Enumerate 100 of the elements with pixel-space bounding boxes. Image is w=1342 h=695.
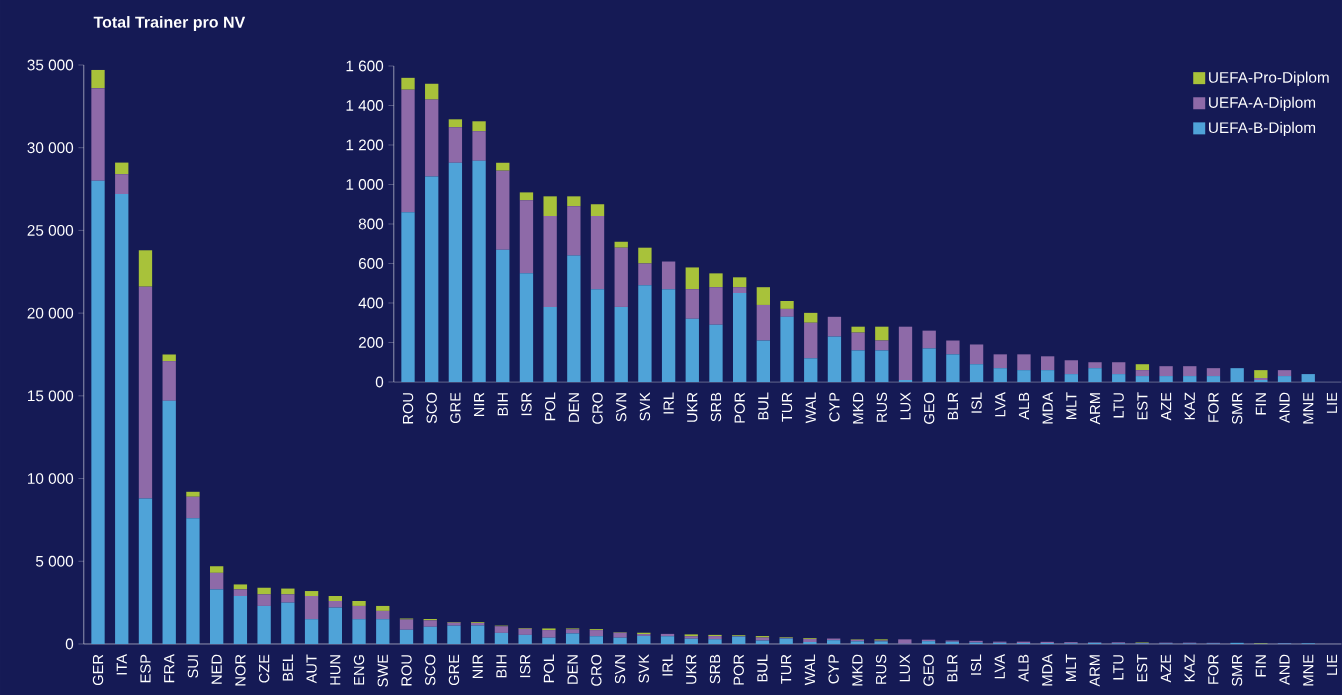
legend-label: UEFA-Pro-Diplom bbox=[1209, 71, 1329, 86]
y-tick-label: 0 bbox=[65, 638, 74, 650]
chart-title: Total Trainer pro NV bbox=[93, 16, 246, 31]
x-tick-label: POR bbox=[733, 654, 744, 685]
x-tick-label: MLT bbox=[1065, 654, 1076, 682]
y-tick-label: 30 000 bbox=[27, 142, 74, 154]
x-tick-label: AZE bbox=[1161, 392, 1172, 421]
x-tick-label: POL bbox=[543, 654, 555, 683]
legend-label: UEFA-B-Diplom bbox=[1209, 121, 1316, 137]
y-tick-label: 5 000 bbox=[35, 555, 74, 567]
x-tick-label: SRB bbox=[710, 392, 722, 422]
y-tick-label: 200 bbox=[358, 337, 384, 348]
y-tick-label: 1 600 bbox=[346, 60, 384, 72]
x-tick-label: MKD bbox=[853, 392, 864, 424]
x-tick-label: SCO bbox=[425, 654, 436, 686]
x-tick-label: LVA bbox=[994, 654, 1005, 679]
x-tick-label: EST bbox=[1136, 654, 1148, 682]
x-tick-label: ALB bbox=[1018, 654, 1029, 682]
x-tick-label: GRE bbox=[448, 654, 460, 686]
x-tick-label: EST bbox=[1137, 392, 1148, 420]
x-tick-label: FIN bbox=[1255, 655, 1266, 677]
x-tick-label: ISL bbox=[971, 392, 982, 413]
y-tick-label: 1 400 bbox=[346, 100, 384, 111]
y-tick-label: 1 200 bbox=[346, 139, 384, 151]
x-tick-label: GEO bbox=[923, 654, 934, 686]
x-tick-label: HUN bbox=[330, 655, 341, 685]
x-tick-label: SMR bbox=[1231, 654, 1243, 686]
x-tick-label: WAL bbox=[805, 392, 816, 424]
x-tick-label: ISR bbox=[521, 392, 532, 416]
x-tick-label: ROU bbox=[401, 655, 412, 686]
x-tick-label: ISL bbox=[970, 654, 982, 675]
x-tick-label: RUS bbox=[875, 654, 887, 684]
y-tick-label: 400 bbox=[358, 297, 384, 309]
x-tick-label: DEN bbox=[567, 655, 578, 684]
x-tick-label: BUL bbox=[757, 654, 768, 682]
x-tick-label: MNE bbox=[1303, 654, 1314, 686]
x-tick-label: ARM bbox=[1089, 655, 1100, 687]
x-tick-label: GER bbox=[92, 654, 104, 686]
x-tick-label: CRO bbox=[592, 392, 603, 424]
x-tick-label: CYP bbox=[829, 392, 840, 422]
x-tick-label: NOR bbox=[235, 654, 246, 686]
x-tick-label: SWE bbox=[377, 654, 388, 687]
x-tick-label: FIN bbox=[1255, 393, 1266, 415]
x-tick-label: FOR bbox=[1208, 392, 1219, 422]
x-tick-label: TUR bbox=[781, 392, 793, 422]
x-tick-label: KAZ bbox=[1184, 654, 1195, 682]
x-tick-label: SMR bbox=[1231, 392, 1243, 424]
x-tick-label: BLR bbox=[947, 654, 958, 682]
x-tick-label: ARM bbox=[1089, 393, 1101, 425]
x-tick-label: SCO bbox=[426, 392, 437, 424]
x-tick-label: ALB bbox=[1018, 392, 1029, 420]
x-tick-label: MLT bbox=[1066, 392, 1077, 420]
x-tick-label: SUI bbox=[187, 655, 199, 678]
x-tick-label: MKD bbox=[852, 654, 863, 686]
x-tick-label: UKR bbox=[686, 654, 697, 684]
x-tick-label: LTU bbox=[1113, 655, 1124, 680]
x-tick-label: CZE bbox=[258, 654, 270, 683]
x-tick-label: DEN bbox=[568, 393, 579, 422]
x-tick-label: AND bbox=[1279, 392, 1290, 423]
x-tick-label: AND bbox=[1279, 654, 1290, 685]
x-tick-label: BEL bbox=[282, 654, 293, 681]
x-tick-label: SVK bbox=[639, 392, 651, 421]
x-tick-label: GRE bbox=[450, 392, 461, 424]
x-tick-label: ENG bbox=[353, 655, 365, 685]
x-tick-label: RUS bbox=[876, 392, 887, 422]
y-tick-label: 15 000 bbox=[28, 390, 74, 402]
x-tick-label: FOR bbox=[1208, 654, 1219, 684]
x-tick-label: AUT bbox=[306, 654, 317, 684]
x-tick-label: ISR bbox=[519, 654, 531, 678]
x-tick-label: MDA bbox=[1042, 392, 1053, 424]
x-tick-label: CYP bbox=[828, 654, 839, 684]
x-tick-label: SVK bbox=[638, 654, 649, 683]
y-tick-label: 25 000 bbox=[27, 224, 74, 236]
y-tick-label: 35 000 bbox=[27, 59, 74, 71]
x-tick-label: UKR bbox=[687, 392, 698, 422]
x-tick-label: LUX bbox=[899, 654, 910, 682]
x-tick-label: CRO bbox=[591, 654, 602, 686]
x-tick-label: BIH bbox=[497, 393, 508, 416]
y-tick-label: 0 bbox=[375, 376, 384, 388]
x-tick-label: FRA bbox=[164, 654, 175, 683]
x-tick-label: KAZ bbox=[1184, 392, 1195, 420]
y-tick-label: 10 000 bbox=[28, 473, 74, 484]
x-tick-label: AZE bbox=[1160, 654, 1171, 683]
x-tick-label: NIR bbox=[474, 392, 485, 417]
x-tick-label: LVA bbox=[995, 392, 1006, 417]
x-tick-label: BLR bbox=[947, 392, 958, 420]
x-tick-label: BIH bbox=[496, 655, 507, 678]
x-tick-label: LUX bbox=[900, 392, 911, 420]
x-tick-label: SRB bbox=[709, 654, 721, 684]
x-tick-label: ESP bbox=[140, 654, 151, 683]
x-tick-label: TUR bbox=[781, 654, 792, 684]
x-tick-label: NED bbox=[211, 654, 222, 684]
x-tick-label: POL bbox=[544, 392, 556, 421]
x-tick-label: LIE bbox=[1326, 392, 1337, 413]
x-tick-label: SVN bbox=[616, 393, 627, 422]
x-tick-label: IRL bbox=[662, 654, 673, 676]
x-tick-label: MDA bbox=[1042, 654, 1053, 686]
x-tick-label: SVN bbox=[614, 655, 626, 684]
x-tick-label: IRL bbox=[663, 392, 674, 414]
x-tick-label: ROU bbox=[402, 393, 414, 424]
